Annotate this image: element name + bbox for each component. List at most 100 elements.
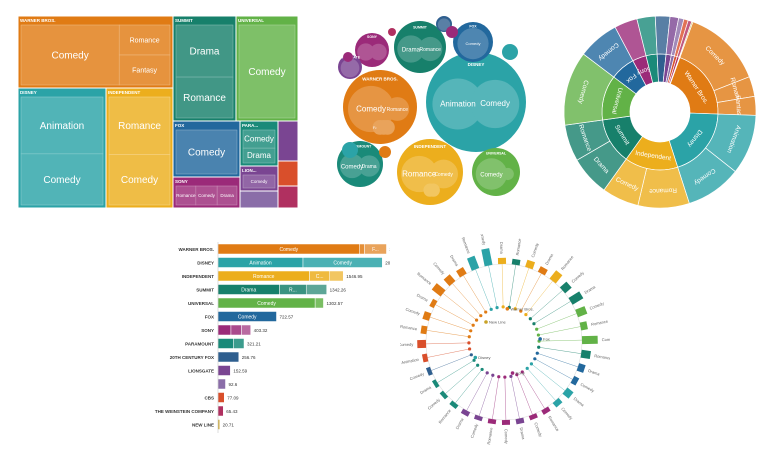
radial-link: [527, 368, 556, 401]
radial-link: [510, 376, 520, 419]
radial-category-label: Drama: [544, 252, 555, 266]
radial-bar: [559, 281, 572, 294]
treemap-group-label: LION...: [242, 168, 257, 173]
radial-node: [495, 305, 499, 310]
radial-bar-group: [525, 259, 536, 270]
radial-node: [513, 307, 517, 311]
radial-node: [525, 366, 529, 370]
radial-node: [476, 363, 480, 367]
bar-total-label: 2081.19: [389, 247, 390, 252]
radial-bar: [568, 291, 584, 305]
radial-node: [529, 362, 534, 366]
radial-bar: [487, 418, 497, 425]
radial-category-label: Animation: [401, 357, 419, 365]
radial-bar-group: [487, 418, 497, 425]
radial-node: [469, 353, 473, 357]
radial-link: [463, 275, 486, 313]
radial-node: [536, 333, 541, 337]
bar-segment: [217, 351, 240, 363]
radial-inner-label: Fox: [543, 336, 550, 341]
bubble-small: [342, 142, 358, 158]
radial-bar: [511, 258, 521, 266]
radial-link: [520, 273, 542, 312]
bar-segment: [302, 257, 383, 268]
treemap-cell: [20, 153, 104, 206]
bubble: [457, 28, 489, 60]
radial-category-label: Romance: [486, 426, 494, 444]
bar-category-label: 20TH CENTURY FOX: [170, 355, 214, 360]
treemap-group-label: SONY: [175, 179, 188, 184]
radial-bar: [449, 400, 459, 410]
radial-link: [445, 365, 478, 394]
radial-bar-group: [552, 397, 563, 408]
bubble-label: Comedy: [356, 105, 386, 114]
radial-inner-label: New Line: [489, 319, 506, 324]
radial-link: [435, 304, 474, 326]
treemap-group-label: FOX: [175, 123, 184, 128]
bar-category-label: LIONSGATE: [188, 369, 214, 374]
radial-link: [514, 267, 530, 309]
radial-node: [524, 312, 528, 317]
radial-link: [426, 330, 470, 338]
treemap-small-tile: [277, 160, 298, 187]
radial-bar: [552, 397, 563, 408]
radial-category-label: Drama: [449, 254, 460, 268]
bar-category-label: UNIVERSAL: [188, 301, 214, 306]
bar-total-label: 1302.57: [326, 301, 343, 306]
radial-bar-group: [549, 270, 563, 284]
treemap-cell-label: Drama: [220, 193, 234, 198]
bar-segment-label: Comedy: [333, 261, 352, 267]
radial-node: [537, 345, 541, 349]
bar-segment-label: C...: [316, 274, 324, 280]
treemap-cell: [216, 185, 238, 206]
radial-bar-group: [417, 339, 427, 349]
bar-segment: [359, 243, 365, 255]
radial-link: [534, 358, 573, 380]
bar-segment: [217, 324, 232, 336]
radial-node: [467, 335, 471, 339]
radial-node: [474, 318, 479, 322]
radial-bar-group: [497, 257, 507, 265]
radial-bar-group: [576, 363, 586, 373]
sunburst-chart: Warner Bros.DisneyIndependentSummitUnive…: [563, 15, 757, 209]
radial-link: [431, 354, 472, 371]
radial-inner-node: [510, 371, 515, 375]
bubble-group-label: INDEPENDENT: [414, 144, 447, 149]
treemap-cell-label: Drama: [189, 46, 219, 57]
radial-category-label: Drama: [573, 396, 586, 408]
radial-node: [532, 322, 536, 326]
bar-segment: [217, 392, 225, 403]
bubble-small: [379, 146, 391, 158]
radial-link: [429, 316, 471, 332]
radial-bar-group: [568, 291, 584, 305]
bar-segment: [217, 378, 226, 390]
radial-link: [442, 293, 477, 321]
bar-segment: [241, 324, 251, 336]
radial-category-label: Comedy: [533, 422, 543, 438]
bar-total-label: 65.43: [226, 409, 238, 414]
bubble: [401, 155, 438, 193]
radial-category-label: Drama: [499, 242, 504, 255]
radial-link: [478, 375, 494, 417]
bubble-group-label: FOX: [469, 25, 477, 29]
radial-category-label: Comedy: [602, 337, 610, 342]
radial-bar-group: [460, 408, 471, 417]
treemap-group-label: UNIVERSAL: [238, 18, 264, 23]
radial-bar: [570, 375, 580, 386]
bubble: [475, 158, 508, 190]
treemap-cell: [108, 154, 171, 206]
radial-bar: [481, 248, 493, 267]
radial-node: [480, 367, 484, 372]
treemap-cell-label: Comedy: [43, 175, 80, 186]
radial-category-label: Romance: [416, 271, 433, 286]
bubble-group-label: WARNER BROS.: [362, 76, 398, 81]
radial-node: [489, 307, 493, 311]
radial-category-label: Drama: [416, 292, 430, 303]
radial-node: [497, 375, 501, 379]
radial-link: [427, 348, 470, 358]
treemap-cell-label: Comedy: [51, 51, 88, 62]
radial-category-label: Romance: [515, 237, 523, 255]
bar-total-label: 92.6: [228, 382, 237, 387]
radial-bar-group: [562, 387, 574, 399]
treemap-cell-label: Comedy: [198, 193, 216, 198]
